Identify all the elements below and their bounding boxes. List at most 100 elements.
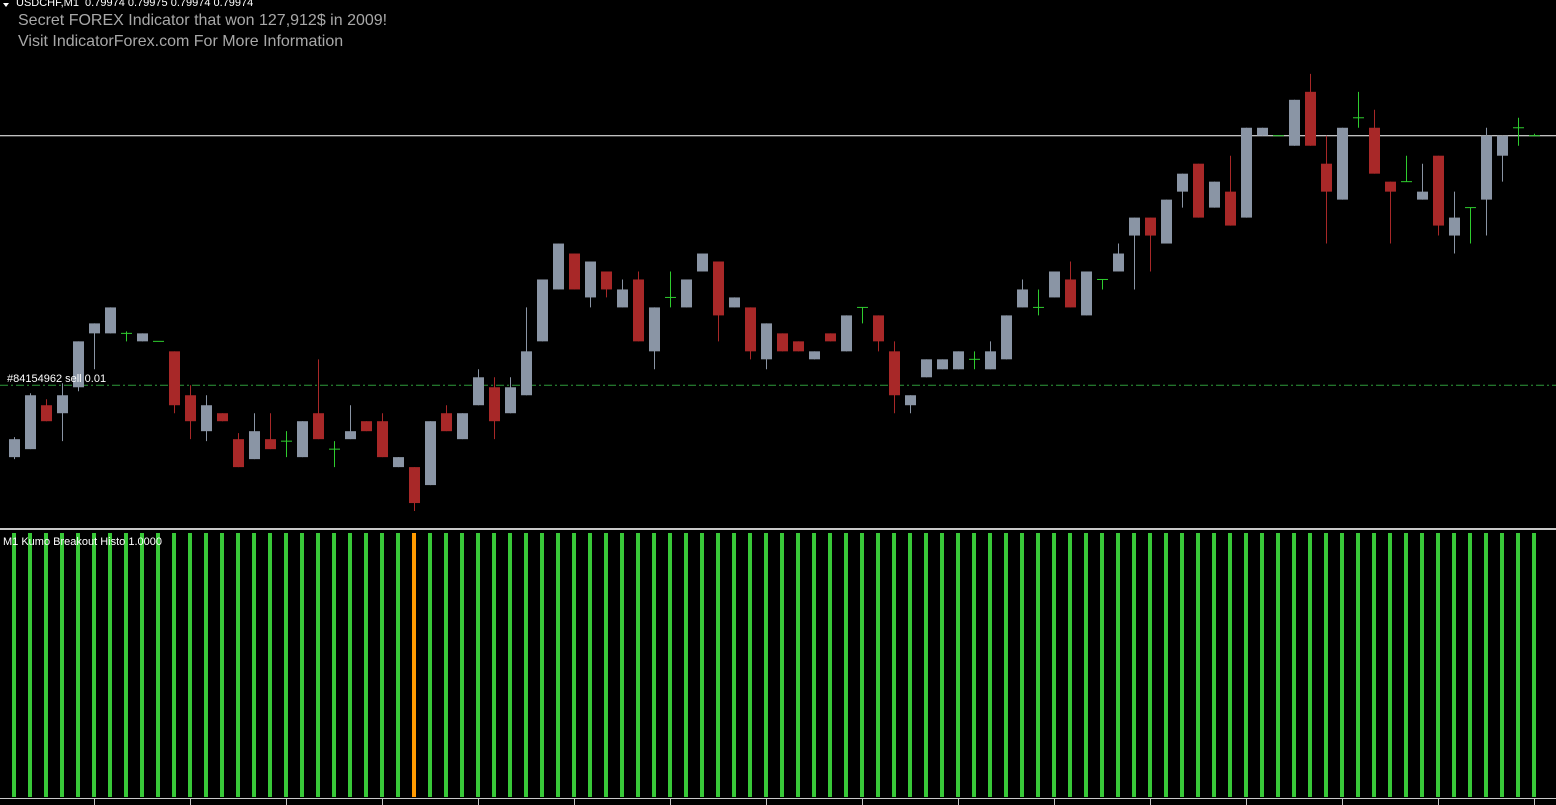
candle-body [1225, 191, 1236, 226]
histogram-bar [1100, 533, 1104, 797]
histogram-bar [156, 533, 160, 797]
histogram-bar [684, 533, 688, 797]
histogram-bar [1436, 533, 1440, 797]
candle-body [617, 289, 628, 308]
histogram-bar [1068, 533, 1072, 797]
histogram-bar [476, 533, 480, 797]
candle-body [585, 261, 596, 298]
candle-body [1113, 253, 1124, 272]
candle-body [1497, 135, 1508, 156]
candle-body [1129, 217, 1140, 236]
candle-body [1449, 217, 1460, 236]
candle-body [393, 457, 404, 468]
histogram-bar [844, 533, 848, 797]
histogram-bar [332, 533, 336, 797]
candle-body [793, 341, 804, 352]
histogram-bar [412, 533, 416, 797]
histogram-bar [1148, 533, 1152, 797]
candle-body [169, 351, 180, 406]
histogram-bar [796, 533, 800, 797]
histogram-bar [700, 533, 704, 797]
histogram-bar [1036, 533, 1040, 797]
histogram-bar [748, 533, 752, 797]
histogram-bar [396, 533, 400, 797]
candle-body [1001, 315, 1012, 360]
candle-body [937, 359, 948, 370]
candle-body [41, 405, 52, 422]
histogram-bar [1276, 533, 1280, 797]
histogram-bar [732, 533, 736, 797]
histogram-bar [588, 533, 592, 797]
histogram-bar [1212, 533, 1216, 797]
histogram-bar [812, 533, 816, 797]
order-label: #84154962 sell 0.01 [7, 373, 106, 385]
histogram-bar [92, 533, 96, 797]
histogram-bar [652, 533, 656, 797]
histogram-bar [1132, 533, 1136, 797]
candle-body [569, 253, 580, 290]
candle-body [649, 307, 660, 352]
histogram-bar [1516, 533, 1520, 797]
histogram-bar [1468, 533, 1472, 797]
candle-body [233, 439, 244, 468]
candle-body [905, 395, 916, 406]
histogram-bar [556, 533, 560, 797]
candle-body [377, 421, 388, 458]
candle-body [1081, 271, 1092, 316]
candle-body [425, 421, 436, 486]
candle-body [457, 413, 468, 440]
candle-body [825, 333, 836, 342]
histogram-bar [1388, 533, 1392, 797]
collapse-icon[interactable] [3, 3, 9, 7]
ad-line: Secret FOREX Indicator that won 127,912$… [18, 12, 387, 29]
candle-body [601, 271, 612, 290]
candle-body [89, 323, 100, 334]
candle-body [1369, 127, 1380, 174]
histogram-bar [860, 533, 864, 797]
histogram-bar [508, 533, 512, 797]
histogram-bar [188, 533, 192, 797]
histogram-bar [604, 533, 608, 797]
candle-body [1145, 217, 1156, 236]
histogram-bar [444, 533, 448, 797]
histogram-bar [716, 533, 720, 797]
histogram-bar [924, 533, 928, 797]
histogram-bar [972, 533, 976, 797]
candle-body [1337, 127, 1348, 200]
candle-body [1177, 173, 1188, 192]
histogram-bar [524, 533, 528, 797]
candle-body [1481, 135, 1492, 200]
histogram-bar [1004, 533, 1008, 797]
histogram-bar [1052, 533, 1056, 797]
time-ticks [94, 799, 1535, 805]
histogram-bar [492, 533, 496, 797]
histogram-bar [124, 533, 128, 797]
histogram-bar [636, 533, 640, 797]
candle-body [729, 297, 740, 308]
histogram-bar [172, 533, 176, 797]
candle-body [313, 413, 324, 440]
histogram-bar [428, 533, 432, 797]
candle-body [25, 395, 36, 450]
histogram-bar [220, 533, 224, 797]
candle-body [57, 395, 68, 414]
candle-body [841, 315, 852, 352]
histogram-bar [620, 533, 624, 797]
histogram-bar [1164, 533, 1168, 797]
histogram-bar [1500, 533, 1504, 797]
candle-body [1305, 91, 1316, 146]
histogram-bar [1340, 533, 1344, 797]
candle-body [265, 439, 276, 450]
histogram-bar [1452, 533, 1456, 797]
candle-body [633, 279, 644, 342]
candle-body [409, 467, 420, 504]
histogram-bar [300, 533, 304, 797]
histogram-bar [1260, 533, 1264, 797]
price-panel: #84154962 sell 0.01 [0, 73, 1556, 512]
histogram-bar [892, 533, 896, 797]
histogram-bar [956, 533, 960, 797]
candle-body [1161, 199, 1172, 244]
candle-body [537, 279, 548, 342]
